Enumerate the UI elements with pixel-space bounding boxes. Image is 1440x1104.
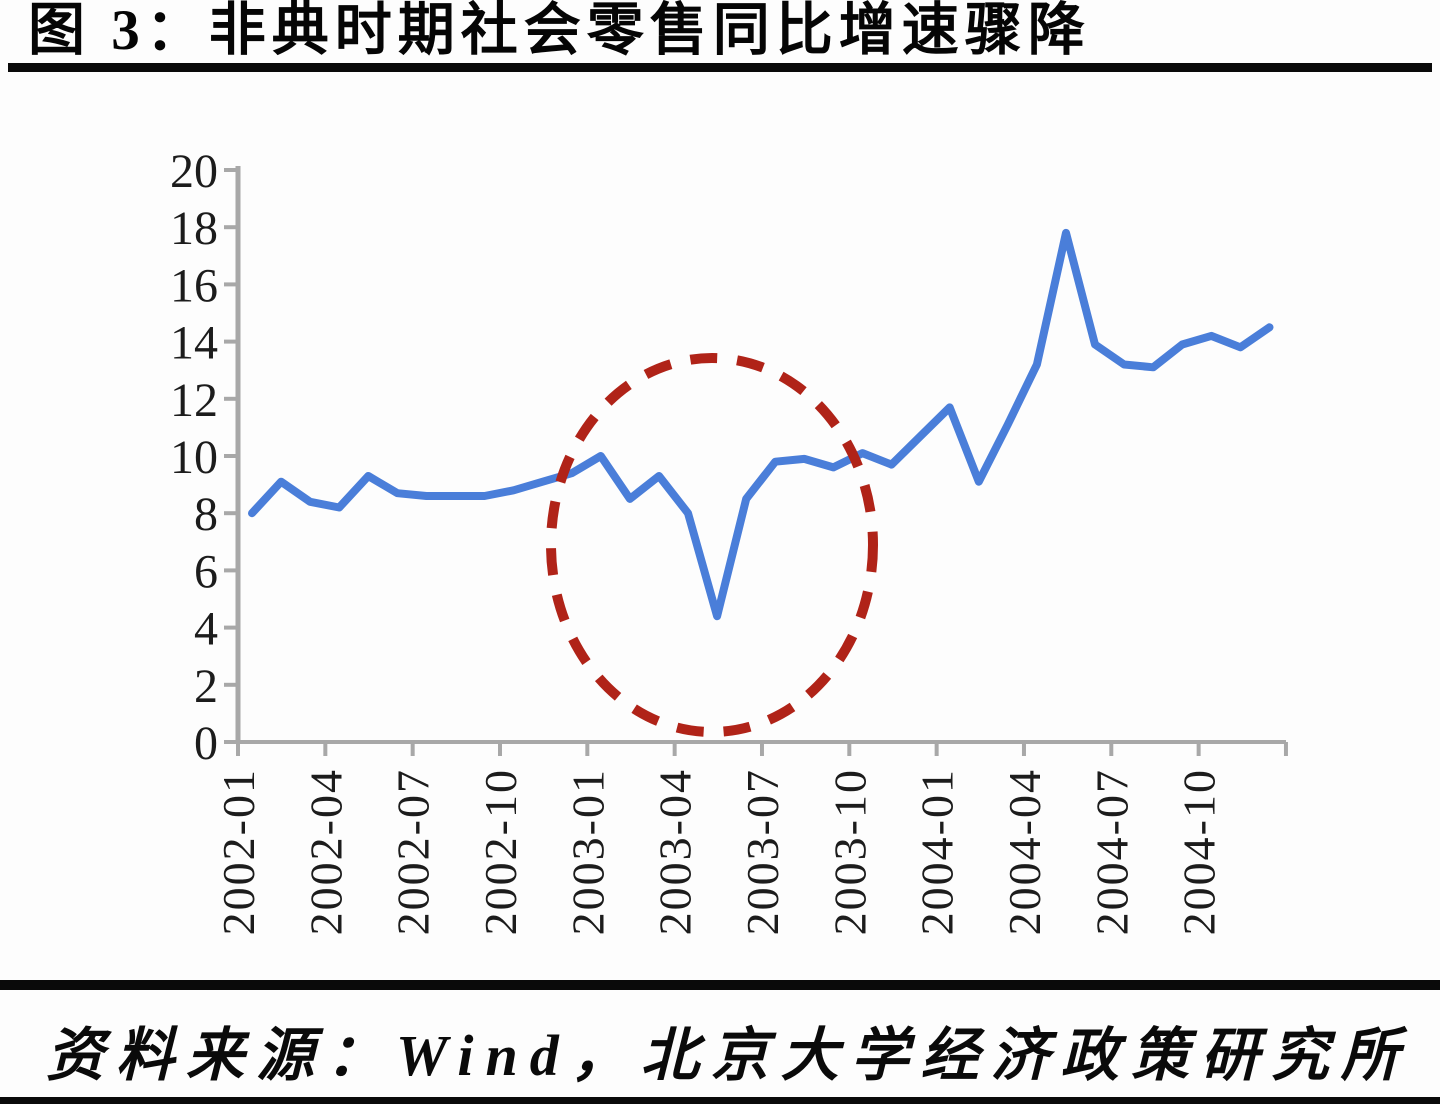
x-tick-label: 2003-04 (650, 768, 701, 935)
x-tick-label: 2003-10 (824, 768, 875, 935)
x-tick-label: 2002-04 (300, 768, 351, 935)
x-tick-label: 2003-01 (562, 768, 613, 935)
x-tick-label: 2003-07 (737, 768, 788, 935)
y-tick-label: 8 (194, 488, 218, 541)
y-tick-label: 2 (194, 660, 218, 713)
x-tick-label: 2004-04 (999, 768, 1050, 935)
sars-dip-highlight-circle (546, 353, 878, 737)
y-tick-label: 0 (194, 717, 218, 770)
y-tick-label: 16 (170, 259, 218, 312)
bottom-edge-rule (0, 1097, 1440, 1104)
chart-area: 0 2 4 6 8 10 12 14 16 18 20 2002-01 2002-04 2002-07 20… (0, 80, 1440, 980)
y-tick-label: 10 (170, 431, 218, 484)
y-tick-label: 6 (194, 545, 218, 598)
footer-rule (0, 980, 1440, 990)
title-underline (8, 63, 1432, 72)
y-tick-label: 14 (170, 317, 218, 370)
y-tick-label: 12 (170, 374, 218, 427)
x-tick-label: 2004-01 (912, 768, 963, 935)
y-tick-label: 18 (170, 202, 218, 255)
x-tick-label: 2004-10 (1174, 768, 1225, 935)
figure-title: 图 3：非典时期社会零售同比增速骤降 (28, 0, 1091, 62)
retail-growth-line (248, 228, 1274, 621)
x-tick-label: 2002-07 (388, 768, 439, 935)
y-tick-label: 20 (170, 145, 218, 198)
source-note: 资料来源：Wind，北京大学经济政策研究所 (46, 1023, 1411, 1088)
x-tick-label: 2002-01 (213, 768, 264, 935)
x-tick-label: 2004-07 (1086, 768, 1137, 935)
x-tick-label: 2002-10 (475, 768, 526, 935)
y-tick-label: 4 (194, 603, 218, 656)
